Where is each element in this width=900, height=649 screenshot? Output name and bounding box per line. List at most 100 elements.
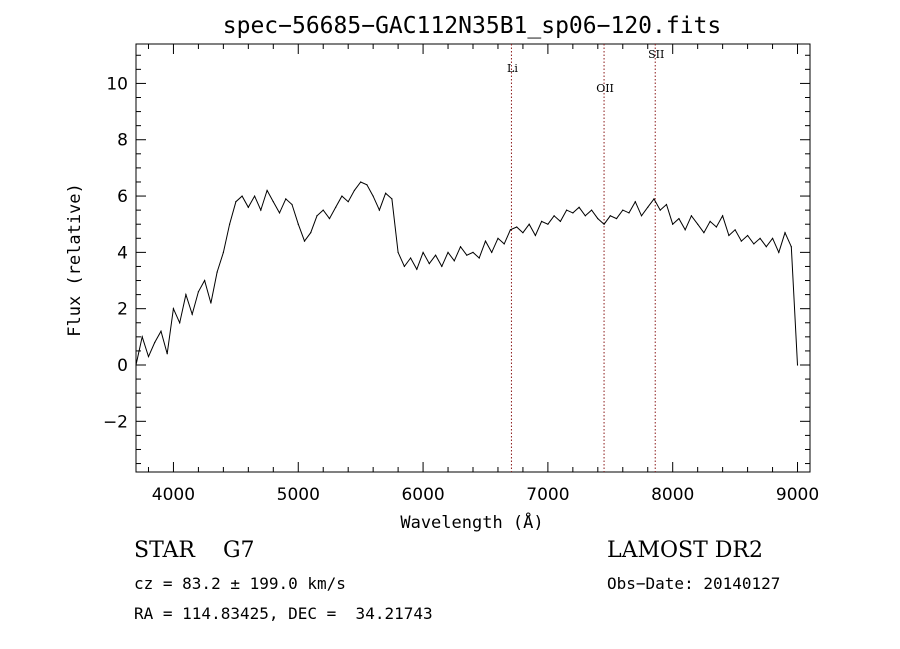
spectrum-point xyxy=(403,265,405,268)
spectrum-point xyxy=(459,246,462,248)
spectrum-point xyxy=(728,234,730,237)
spectrum-point xyxy=(566,209,568,211)
spectrum-point xyxy=(784,232,786,234)
spectrum-point xyxy=(235,201,237,203)
y-tick-label: 4 xyxy=(117,243,128,263)
spectrum-point xyxy=(703,232,705,234)
spectrum-point xyxy=(765,246,767,248)
spectrum-point xyxy=(597,217,599,220)
spectrum-point xyxy=(285,198,287,200)
spectrum-point xyxy=(484,240,487,242)
spectrum-point xyxy=(160,330,162,332)
spectrum-point xyxy=(441,265,443,268)
spectrum-point xyxy=(366,184,368,186)
spectrum-point xyxy=(578,206,580,208)
spectrum-point xyxy=(516,226,518,228)
spectrum-point xyxy=(678,217,680,220)
spectrum-point xyxy=(541,220,543,222)
y-tick-label: 0 xyxy=(117,356,128,376)
spectrum-point xyxy=(434,254,437,256)
spectrum-point xyxy=(141,336,143,338)
spectrum-point xyxy=(572,212,574,214)
spectrum-point xyxy=(397,251,399,253)
spectrum-point xyxy=(491,251,493,253)
x-axis: 4000 5000 6000 7000 8000 9000 xyxy=(147,44,819,505)
y-tick-label: 10 xyxy=(106,74,128,94)
spectrum-point xyxy=(191,313,193,315)
spectrum-point xyxy=(722,215,724,217)
spectrum-point xyxy=(684,229,686,231)
spectrum-point xyxy=(659,209,661,211)
spectrum-point xyxy=(634,201,636,203)
x-tick-label: 9000 xyxy=(776,485,819,505)
survey-text: LAMOST DR2 xyxy=(607,538,763,563)
spectrum-point xyxy=(590,209,593,211)
spectrum-point xyxy=(204,279,206,282)
spectrum-point xyxy=(260,209,262,211)
spectrum-point xyxy=(372,195,374,197)
spectrum-point xyxy=(360,181,362,183)
spectrum-point xyxy=(715,226,717,228)
spectrum-point xyxy=(272,201,274,203)
y-tick-label: 8 xyxy=(117,131,128,151)
spectrum-point xyxy=(709,220,711,222)
y-tick-label: 2 xyxy=(117,300,128,320)
y-tick-label: 6 xyxy=(117,187,128,207)
spectrum-point xyxy=(453,260,455,262)
plot-frame xyxy=(135,43,811,473)
spectrum-point xyxy=(640,215,643,217)
spectrum-point xyxy=(472,251,474,253)
spectrum-point xyxy=(609,215,611,217)
spectrum-point xyxy=(665,203,668,206)
x-tick-label: 4000 xyxy=(152,485,195,505)
spectrum-point xyxy=(509,229,512,231)
spectrum-point xyxy=(447,251,449,253)
spectrum-point xyxy=(378,209,380,211)
spectrum-point xyxy=(409,257,412,259)
spectrum-point xyxy=(241,195,243,197)
spectrum-point xyxy=(553,215,555,217)
emission-line-markers: Li OII SII xyxy=(507,44,664,472)
spectrum-point xyxy=(422,251,424,253)
spectrum-point xyxy=(147,355,150,358)
spectrum-point xyxy=(528,223,530,225)
spectrum-point xyxy=(497,237,499,239)
y-axis-label: Flux (relative) xyxy=(65,183,85,337)
spectrum-point xyxy=(291,203,293,206)
x-tick-label: 8000 xyxy=(651,485,694,505)
spectrum-point xyxy=(622,209,624,211)
spectrum-point xyxy=(478,257,480,259)
spectrum-point xyxy=(391,198,393,200)
spectrum-point xyxy=(216,271,218,273)
x-tick-label: 5000 xyxy=(277,485,320,505)
spectrum-point xyxy=(759,237,761,239)
spectrum-point xyxy=(503,243,505,245)
spectrum-point xyxy=(603,223,605,225)
spectrum-point xyxy=(210,302,212,304)
spectrum-point xyxy=(166,353,168,355)
spectrum-point xyxy=(466,254,468,256)
chart-title: spec−56685−GAC112N35B1_sp06−120.fits xyxy=(223,13,722,39)
emission-marker-label: SII xyxy=(648,48,664,61)
spectrum-point xyxy=(154,341,156,344)
obs-date-text: Obs−Date: 20140127 xyxy=(607,574,781,593)
x-tick-label: 7000 xyxy=(526,485,569,505)
spectrum-point xyxy=(316,215,318,217)
spectrum-point xyxy=(229,223,231,225)
coordinates-text: RA = 114.83425, DEC = 34.21743 xyxy=(134,604,433,623)
spectrum-point xyxy=(559,220,561,222)
emission-marker-label: OII xyxy=(596,82,614,95)
spectrum-point xyxy=(746,234,749,237)
spectrum-point xyxy=(179,322,181,324)
x-tick-label: 6000 xyxy=(401,485,444,505)
spectrum-point xyxy=(534,234,537,237)
spectrum-point xyxy=(347,201,349,203)
spectrum-point xyxy=(297,223,299,225)
spectrum-point xyxy=(353,189,356,192)
spectrum-point xyxy=(172,308,175,310)
spectrum-point xyxy=(796,364,799,366)
spectrum-point xyxy=(615,217,618,220)
spectrum-point xyxy=(647,206,649,208)
spectrum-point xyxy=(547,223,549,225)
